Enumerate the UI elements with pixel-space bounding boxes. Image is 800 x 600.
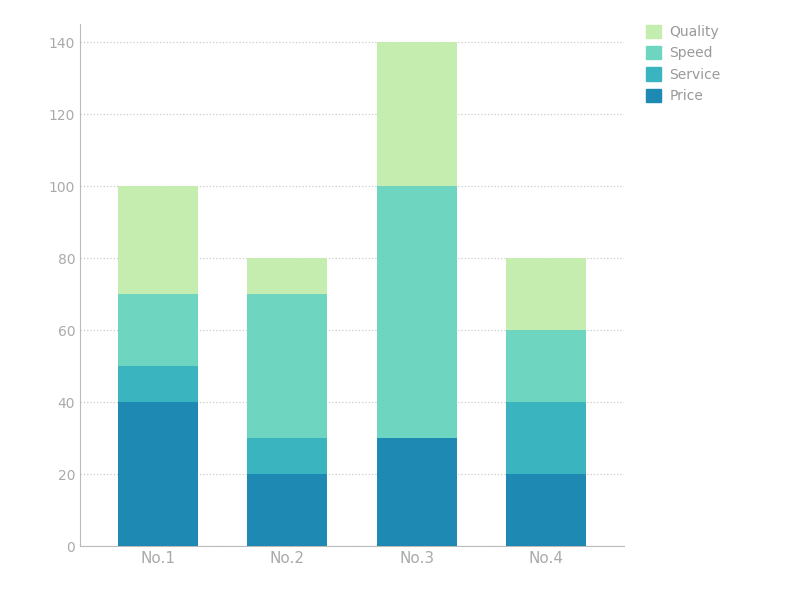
Bar	[118, 402, 198, 546]
Legend: Quality, Speed, Service, Price: Quality, Speed, Service, Price	[642, 20, 725, 107]
Bar	[118, 186, 198, 294]
Bar	[377, 42, 457, 186]
Bar	[506, 258, 586, 330]
Bar	[247, 474, 327, 546]
Bar	[377, 438, 457, 546]
Bar	[377, 186, 457, 438]
Bar	[247, 294, 327, 438]
Bar	[506, 330, 586, 402]
Bar	[118, 294, 198, 366]
Bar	[506, 474, 586, 546]
Bar	[506, 402, 586, 474]
Bar	[247, 438, 327, 474]
Bar	[247, 258, 327, 294]
Bar	[118, 366, 198, 402]
